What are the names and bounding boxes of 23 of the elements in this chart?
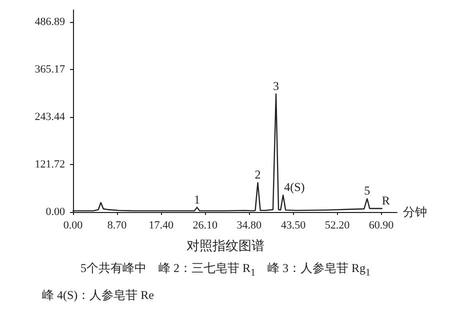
annotation: 4(S) [284, 180, 305, 194]
x-tick-label: 0.00 [63, 220, 84, 232]
text: 峰 4(S)：人参皂苷 Re [41, 287, 155, 304]
x-tick-label: 34.80 [236, 220, 262, 232]
annotation: 3 [273, 79, 280, 94]
y-tick-label: 243.44 [34, 110, 66, 123]
y-tick-label: 365.17 [34, 63, 66, 76]
x-axis-title: 分钟 [403, 205, 427, 219]
x-tick-label: 52.20 [324, 220, 350, 232]
y-tick-label: 0.00 [46, 206, 66, 218]
text: 对照指纹图谱 [186, 237, 266, 255]
x-tick-label: 26.10 [192, 220, 218, 232]
x-tick-label: 17.40 [148, 220, 174, 232]
text: 5个共有峰中 峰 2：三七皂苷 R$_{1}$ 峰 3：人参皂苷 Rg$_{1}$ [80, 261, 371, 278]
annotation: 1 [194, 192, 200, 206]
annotation: 5 [364, 184, 370, 198]
y-tick-label: 486.89 [34, 16, 66, 28]
annotation: 2 [254, 168, 261, 182]
annotation: R [382, 193, 390, 208]
x-tick-label: 8.70 [107, 220, 128, 232]
x-tick-label: 43.50 [280, 220, 306, 232]
y-tick-label: 121.72 [34, 158, 65, 170]
x-tick-label: 60.90 [368, 220, 394, 232]
